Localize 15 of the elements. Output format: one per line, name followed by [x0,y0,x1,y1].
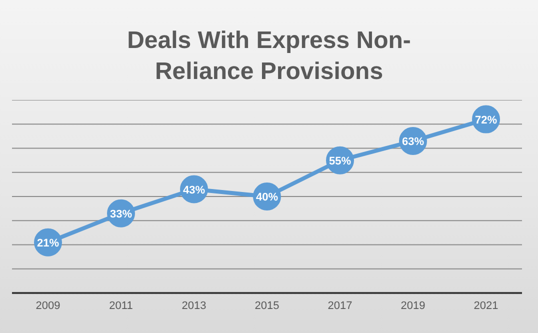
data-label: 72% [474,114,498,126]
x-tick-label: 2019 [400,300,426,312]
data-label: 43% [182,184,206,196]
data-label: 21% [36,237,60,250]
x-tick-label: 2015 [254,300,280,312]
x-tick-label: 2021 [474,300,498,312]
x-tick-label: 2009 [36,300,60,312]
chart-title: Deals With Express Non-Reliance Provisions [126,26,412,87]
data-label: 40% [256,192,278,204]
data-label: 33% [110,208,132,220]
x-tick-label: 2013 [182,300,206,312]
x-tick-label: 2017 [328,300,352,312]
x-tick-label: 2011 [109,300,133,312]
data-label: 63% [402,136,424,148]
data-label: 55% [328,155,352,168]
